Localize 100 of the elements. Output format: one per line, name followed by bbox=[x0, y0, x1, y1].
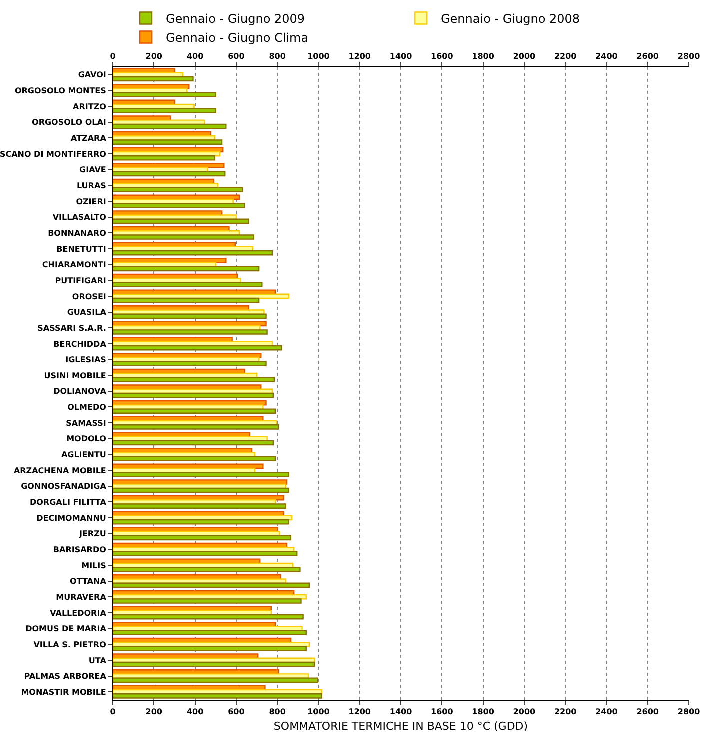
y-tick-label: BONNANARO bbox=[48, 228, 107, 238]
y-tick-label: OROSEI bbox=[72, 292, 106, 302]
bar bbox=[113, 218, 250, 224]
y-tick-label: VALLEDORIA bbox=[50, 608, 108, 618]
y-tick-label: LURAS bbox=[76, 181, 107, 190]
x-tick-label: 1600 bbox=[431, 52, 454, 61]
x-tick-label: 200 bbox=[146, 52, 163, 61]
bar bbox=[113, 519, 290, 525]
x2-tick-label: 2600 bbox=[636, 708, 660, 717]
x2-tick-label: 1400 bbox=[390, 708, 413, 717]
bar bbox=[113, 488, 290, 494]
y-tick-label: OLMEDO bbox=[68, 403, 107, 412]
bar bbox=[113, 662, 316, 668]
x2-tick-label: 1000 bbox=[308, 708, 330, 717]
bar bbox=[113, 155, 216, 161]
x-tick-label: 2600 bbox=[636, 52, 660, 61]
x2-tick-label: 1600 bbox=[431, 708, 454, 717]
y-tick-label: CHIARAMONTI bbox=[42, 260, 106, 270]
bar bbox=[113, 566, 301, 572]
bar bbox=[113, 361, 267, 367]
bar bbox=[113, 298, 260, 304]
y-tick-label: GUASILA bbox=[67, 308, 108, 318]
y-tick-label: ATZARA bbox=[71, 134, 108, 144]
x2-tick-label: 600 bbox=[228, 708, 246, 717]
bar bbox=[113, 202, 246, 208]
bar bbox=[113, 504, 286, 509]
x-tick-label: 1800 bbox=[472, 52, 495, 61]
bar bbox=[113, 282, 263, 288]
y-tick-label: DORGALI FILITTA bbox=[30, 498, 108, 507]
y-tick-label: MILIS bbox=[82, 561, 107, 570]
x-tick-label: 0 bbox=[110, 52, 116, 61]
x-tick-label: 400 bbox=[186, 52, 204, 61]
y-tick-label: ORGOSOLO OLAI bbox=[32, 118, 106, 128]
bar bbox=[113, 234, 255, 240]
bar bbox=[113, 678, 318, 684]
bar bbox=[113, 392, 274, 398]
x-axis-title: SOMMATORIE TERMICHE IN BASE 10 °C (GDD) bbox=[274, 720, 528, 733]
legend-label: Gennaio - Giugno 2009 bbox=[166, 12, 306, 26]
y-tick-label: OTTANA bbox=[70, 577, 108, 586]
y-tick-label: GIAVE bbox=[80, 166, 106, 175]
bar bbox=[113, 646, 307, 652]
y-tick-label: UTA bbox=[88, 656, 108, 666]
x-tick-label: 2400 bbox=[596, 52, 618, 61]
bar bbox=[113, 630, 307, 636]
x2-tick-label: 2400 bbox=[596, 708, 618, 717]
bar bbox=[113, 76, 194, 82]
legend-label: Gennaio - Giugno 2008 bbox=[441, 12, 580, 26]
bar bbox=[113, 266, 260, 272]
x-tick-label: 1200 bbox=[348, 52, 372, 61]
x-tick-label: 2800 bbox=[678, 52, 701, 61]
y-tick-label: BARISARDO bbox=[53, 545, 107, 554]
bar bbox=[113, 377, 276, 382]
y-tick-label: DOLIANOVA bbox=[54, 387, 108, 396]
y-tick-label: GAVOI bbox=[78, 70, 106, 80]
bar bbox=[113, 314, 267, 320]
bar bbox=[113, 140, 223, 145]
x2-tick-label: 200 bbox=[146, 708, 163, 717]
bar bbox=[113, 92, 216, 98]
y-tick-label: BENETUTTI bbox=[56, 244, 106, 254]
y-tick-label: AGLIENTU bbox=[61, 450, 106, 460]
bar bbox=[113, 535, 292, 541]
bar bbox=[113, 598, 302, 604]
x2-tick-label: 800 bbox=[269, 708, 286, 717]
y-tick-label: ORGOSOLO MONTES bbox=[14, 86, 107, 96]
bar bbox=[113, 187, 244, 192]
y-tick-label: ARZACHENA MOBILE bbox=[14, 466, 106, 476]
x-tick-label: 600 bbox=[228, 52, 246, 61]
bar bbox=[113, 330, 268, 335]
bar bbox=[113, 408, 276, 414]
y-tick-label: PUTIFIGARI bbox=[55, 276, 106, 286]
bar bbox=[113, 582, 310, 588]
x-tick-label: 1400 bbox=[390, 52, 413, 61]
x2-tick-label: 2800 bbox=[678, 708, 701, 717]
x2-tick-label: 1800 bbox=[472, 708, 495, 717]
y-tick-label: VILLA S. PIETRO bbox=[34, 640, 107, 650]
legend-label: Gennaio - Giugno Clima bbox=[166, 30, 309, 45]
y-tick-label: MURAVERA bbox=[56, 592, 108, 602]
bar bbox=[113, 250, 274, 256]
x2-tick-label: 1200 bbox=[348, 708, 372, 717]
y-tick-label: DOMUS DE MARIA bbox=[26, 624, 108, 634]
bar bbox=[113, 124, 227, 130]
y-tick-label: SASSARI S.A.R. bbox=[38, 324, 106, 333]
x2-tick-label: 400 bbox=[186, 708, 204, 717]
y-tick-label: IGLESIAS bbox=[66, 356, 107, 365]
bar bbox=[113, 694, 322, 699]
x-tick-label: 2000 bbox=[513, 52, 536, 61]
y-tick-label: USINI MOBILE bbox=[44, 371, 106, 380]
y-tick-label: DECIMOMANNU bbox=[36, 514, 106, 523]
y-tick-label: ARITZO bbox=[73, 102, 107, 112]
x2-tick-label: 2200 bbox=[554, 708, 578, 717]
x2-tick-label: 0 bbox=[110, 708, 116, 717]
y-tick-label: SAMASSI bbox=[66, 418, 106, 428]
bar bbox=[113, 614, 304, 620]
y-tick-label: OZIERI bbox=[76, 197, 106, 206]
y-tick-label: MODOLO bbox=[66, 434, 107, 444]
y-tick-label: SCANO DI MONTIFERRO bbox=[0, 150, 107, 159]
bar bbox=[113, 472, 290, 478]
y-tick-label: PALMAS ARBOREA bbox=[24, 672, 108, 682]
y-tick-label: MONASTIR MOBILE bbox=[21, 688, 106, 697]
y-tick-label: JERZU bbox=[78, 530, 106, 539]
